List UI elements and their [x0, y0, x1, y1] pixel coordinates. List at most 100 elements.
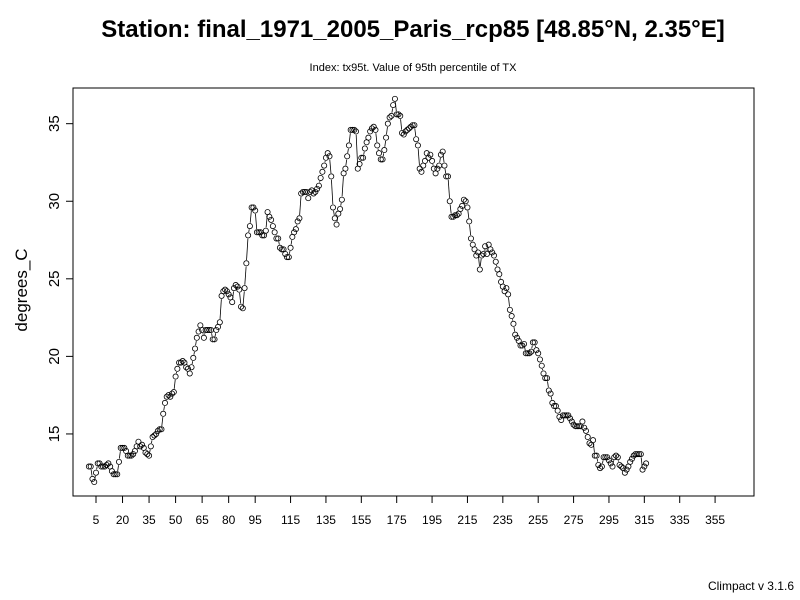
- data-point: [501, 288, 508, 295]
- data-point: [443, 173, 450, 180]
- data-point: [92, 469, 99, 476]
- data-point: [204, 327, 211, 334]
- data-point: [303, 188, 310, 195]
- data-point: [374, 142, 381, 149]
- data-point: [271, 229, 278, 236]
- data-point: [211, 336, 218, 343]
- y-tick-label: 15: [46, 426, 63, 443]
- data-point: [216, 319, 223, 326]
- data-point: [471, 246, 478, 253]
- series-segment: [163, 406, 165, 411]
- data-point: [105, 460, 112, 467]
- data-point: [347, 126, 354, 133]
- series-segment: [248, 229, 250, 233]
- data-point: [239, 305, 246, 312]
- data-point: [575, 423, 582, 430]
- data-point: [372, 126, 379, 133]
- data-point: [296, 215, 303, 222]
- data-point: [512, 331, 519, 338]
- data-point: [510, 320, 517, 327]
- data-point: [172, 373, 179, 380]
- data-point: [248, 204, 255, 211]
- data-point: [579, 418, 586, 425]
- data-point: [611, 454, 618, 461]
- data-point: [100, 463, 107, 470]
- data-point: [174, 365, 181, 372]
- series-segment: [246, 238, 249, 261]
- x-tick-label: 175: [387, 513, 407, 527]
- data-point: [285, 254, 292, 261]
- chart-title: Station: final_1971_2005_Paris_rcp85 [48…: [101, 16, 725, 43]
- data-point: [393, 111, 400, 118]
- data-point: [163, 393, 170, 400]
- data-point: [158, 426, 165, 433]
- data-point: [147, 443, 154, 450]
- x-tick-label: 115: [281, 513, 300, 527]
- data-point: [386, 114, 393, 121]
- series-segment: [244, 266, 247, 285]
- data-point: [115, 458, 122, 465]
- data-point: [489, 249, 496, 256]
- data-point: [287, 244, 294, 251]
- data-point: [124, 452, 131, 459]
- data-point: [213, 327, 220, 334]
- data-point: [331, 215, 338, 222]
- data-point: [459, 202, 466, 209]
- data-point: [250, 204, 257, 211]
- data-point: [169, 390, 176, 397]
- x-tick-label: 255: [528, 513, 548, 527]
- data-point: [314, 185, 321, 192]
- data-point: [330, 204, 337, 211]
- data-point: [223, 288, 230, 295]
- data-point: [161, 399, 168, 406]
- data-point: [108, 468, 115, 475]
- series-segment: [414, 128, 417, 136]
- data-point: [416, 165, 423, 172]
- data-point: [425, 154, 432, 161]
- data-point: [326, 153, 333, 160]
- x-tick-label: 335: [670, 513, 690, 527]
- data-point: [365, 134, 372, 141]
- data-point: [411, 122, 418, 129]
- series-segment: [524, 347, 526, 351]
- y-tick-label: 30: [46, 193, 63, 210]
- data-point: [528, 348, 535, 355]
- data-point: [238, 303, 245, 310]
- data-points: [85, 95, 650, 486]
- series-segment: [333, 210, 335, 216]
- series-segment: [96, 466, 98, 470]
- data-point: [160, 410, 167, 417]
- x-tick-label: 65: [195, 513, 209, 527]
- data-point: [549, 399, 556, 406]
- data-point: [616, 461, 623, 468]
- data-point: [130, 451, 137, 458]
- data-point: [506, 306, 513, 313]
- series-segment: [363, 151, 365, 155]
- data-point: [521, 340, 528, 347]
- y-axis-label: degrees_C: [12, 248, 31, 331]
- series-segment: [400, 119, 403, 130]
- data-point: [526, 350, 533, 357]
- data-point: [253, 229, 260, 236]
- data-point: [358, 154, 365, 161]
- data-point: [621, 469, 628, 476]
- data-point: [480, 250, 487, 257]
- data-point: [356, 161, 363, 168]
- data-point: [305, 195, 312, 202]
- data-point: [590, 437, 597, 444]
- data-point: [266, 213, 273, 220]
- data-point: [192, 345, 199, 352]
- series-segment: [391, 108, 394, 113]
- x-tick-label: 35: [142, 513, 156, 527]
- data-point: [429, 157, 436, 164]
- series-segment: [161, 417, 164, 427]
- data-point: [418, 168, 425, 175]
- data-point: [193, 334, 200, 341]
- data-point: [278, 246, 285, 253]
- data-point: [427, 151, 434, 158]
- data-point: [321, 162, 328, 169]
- data-point: [257, 229, 264, 236]
- data-point: [142, 449, 149, 456]
- data-point: [153, 430, 160, 437]
- data-point: [144, 451, 151, 458]
